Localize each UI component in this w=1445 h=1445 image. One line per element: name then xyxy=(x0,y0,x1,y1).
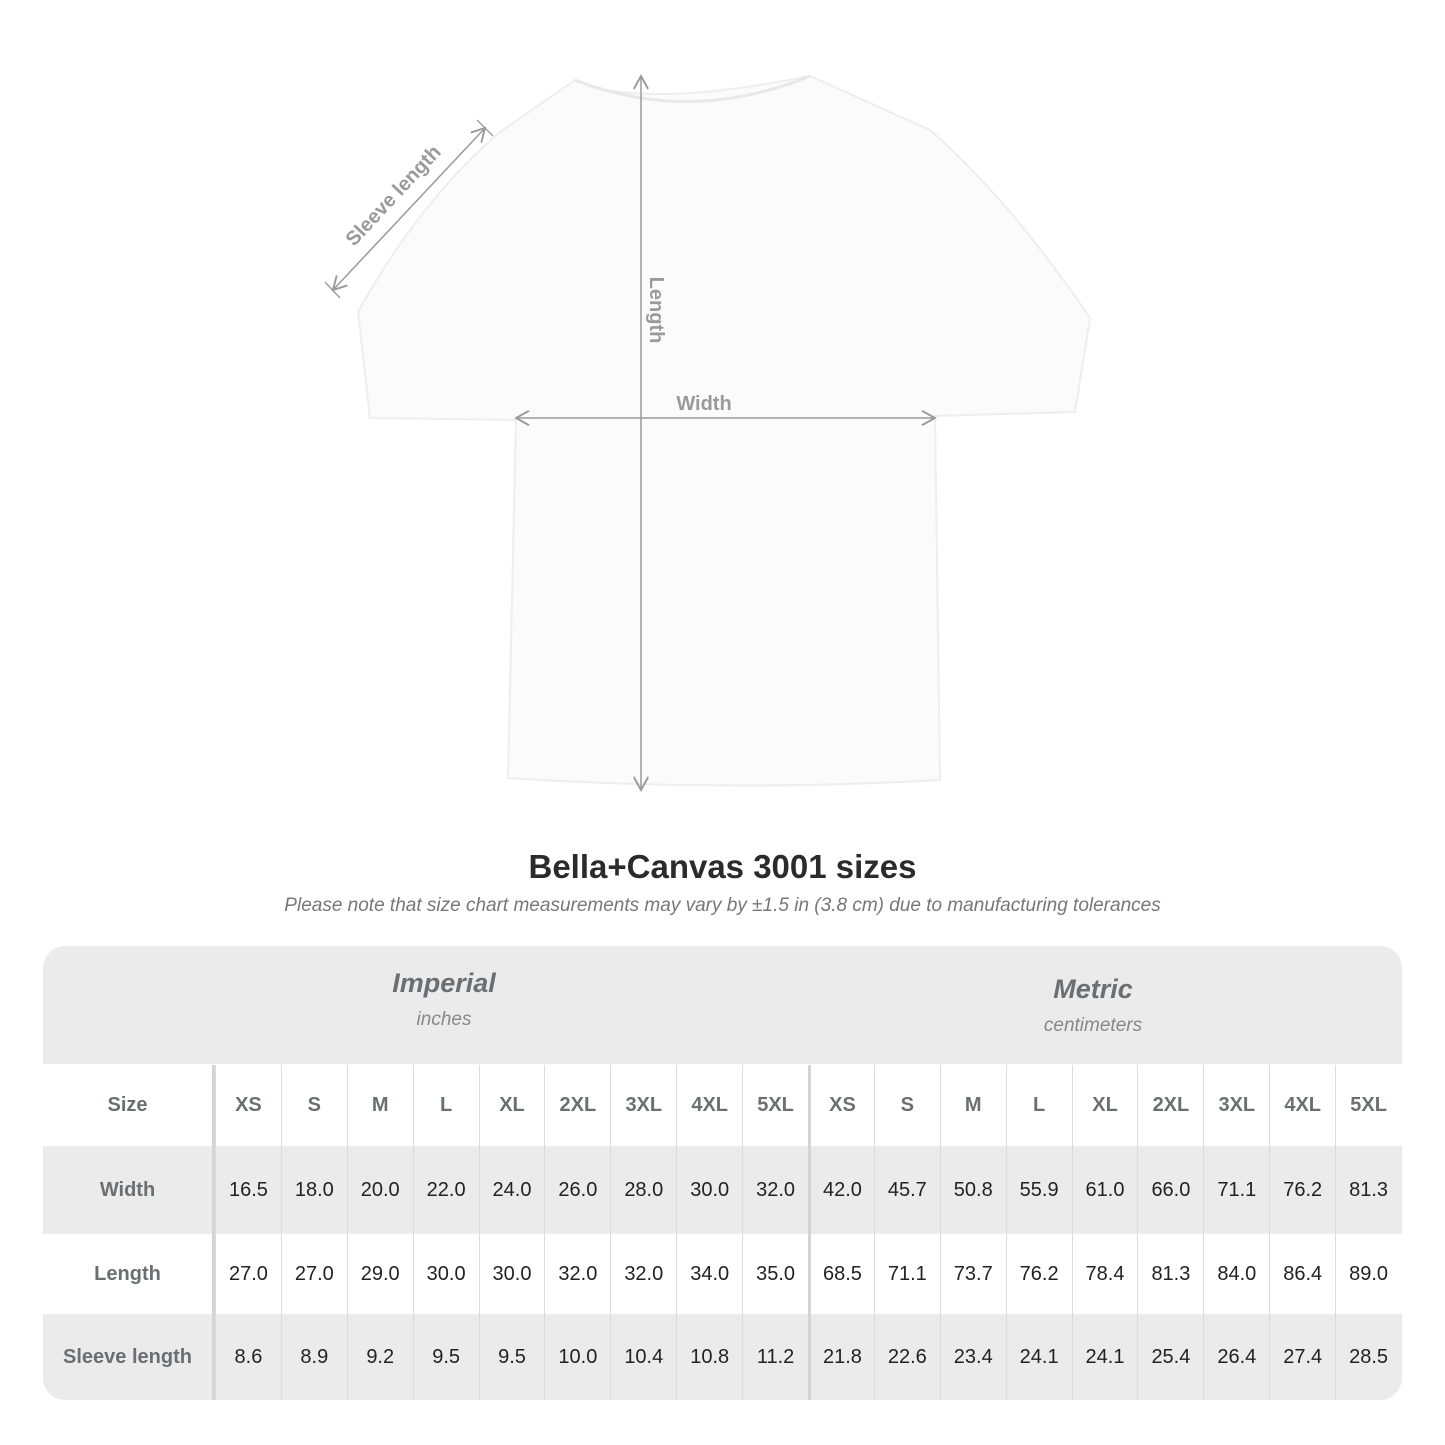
length-label: Length xyxy=(645,277,667,344)
table-cell-imperial: 30.0 xyxy=(412,1234,479,1314)
size-header-imperial: L xyxy=(412,1065,479,1146)
table-cell-metric: 81.3 xyxy=(1335,1146,1401,1234)
table-cell-metric: 84.0 xyxy=(1203,1234,1269,1314)
row-label: Width xyxy=(43,1146,215,1234)
tshirt-diagram: Width Length Sleeve length xyxy=(324,0,1092,820)
size-header-imperial: M xyxy=(346,1065,413,1146)
table-cell-imperial: 35.0 xyxy=(742,1234,808,1314)
table-cell-imperial: 32.0 xyxy=(742,1146,808,1234)
table-cell-imperial: 10.0 xyxy=(544,1314,610,1400)
size-header-imperial: 3XL xyxy=(610,1065,676,1146)
row-label: Sleeve length xyxy=(43,1314,215,1400)
table-cell-imperial: 20.0 xyxy=(346,1146,413,1234)
table-cell-metric: 55.9 xyxy=(1005,1146,1072,1234)
table-cell-metric: 89.0 xyxy=(1335,1234,1401,1314)
table-row: Length 27.0 27.0 29.0 30.0 30.0 32.0 32.0 34.0 35… xyxy=(43,1234,1402,1314)
width-label: Width xyxy=(676,393,731,415)
table-cell-metric: 25.4 xyxy=(1137,1314,1203,1400)
table-cell-metric: 81.3 xyxy=(1137,1234,1203,1314)
size-header-metric: L xyxy=(1005,1065,1072,1146)
table-cell-metric: 50.8 xyxy=(939,1146,1006,1234)
size-header-metric: 3XL xyxy=(1203,1065,1269,1146)
table-cell-metric: 21.8 xyxy=(808,1314,874,1400)
table-cell-imperial: 18.0 xyxy=(280,1146,347,1234)
size-header-metric: 4XL xyxy=(1269,1065,1335,1146)
table-cell-imperial: 10.4 xyxy=(610,1314,676,1400)
row-label: Size xyxy=(43,1065,215,1146)
table-cell-metric: 26.4 xyxy=(1203,1314,1269,1400)
table-cell-imperial: 32.0 xyxy=(544,1234,610,1314)
table-cell-metric: 76.2 xyxy=(1005,1234,1072,1314)
table-cell-imperial: 28.0 xyxy=(610,1146,676,1234)
size-header-metric: 2XL xyxy=(1137,1065,1203,1146)
metric-title: Metric xyxy=(1053,974,1133,1004)
size-header-metric: S xyxy=(873,1065,940,1146)
size-header-imperial: 4XL xyxy=(676,1065,742,1146)
table-cell-imperial: 30.0 xyxy=(478,1234,545,1314)
chart-title: Bella+Canvas 3001 sizes xyxy=(528,848,917,885)
size-header-imperial: 2XL xyxy=(544,1065,610,1146)
table-row: Sleeve length 8.6 8.9 9.2 9.5 9.5 10.0 10.4 10.8… xyxy=(43,1314,1402,1400)
unit-header: Imperial inches Metric centimeters xyxy=(43,946,1402,1064)
table-cell-imperial: 32.0 xyxy=(610,1234,676,1314)
table-cell-imperial: 10.8 xyxy=(676,1314,742,1400)
table-row: Width 16.5 18.0 20.0 22.0 24.0 26.0 28.0 30.0 32.… xyxy=(43,1146,1402,1234)
table-cell-imperial: 30.0 xyxy=(676,1146,742,1234)
table-cell-imperial: 34.0 xyxy=(676,1234,742,1314)
metric-header: Metric centimeters xyxy=(893,974,1293,1037)
sleeve-arrow xyxy=(333,128,485,290)
table-cell-metric: 71.1 xyxy=(873,1234,940,1314)
table-cell-metric: 23.4 xyxy=(939,1314,1006,1400)
table-cell-metric: 78.4 xyxy=(1071,1234,1138,1314)
table-cell-metric: 68.5 xyxy=(808,1234,874,1314)
table-cell-imperial: 8.6 xyxy=(215,1314,281,1400)
table-cell-metric: 27.4 xyxy=(1269,1314,1335,1400)
table-cell-imperial: 16.5 xyxy=(215,1146,281,1234)
size-header-metric: XL xyxy=(1071,1065,1138,1146)
table-cell-imperial: 9.2 xyxy=(346,1314,413,1400)
table-cell-metric: 28.5 xyxy=(1335,1314,1401,1400)
size-header-imperial: XL xyxy=(478,1065,545,1146)
size-header-metric: M xyxy=(939,1065,1006,1146)
table-cell-imperial: 24.0 xyxy=(478,1146,545,1234)
table-cell-metric: 45.7 xyxy=(873,1146,940,1234)
table-cell-metric: 73.7 xyxy=(939,1234,1006,1314)
table-cell-imperial: 11.2 xyxy=(742,1314,808,1400)
table-cell-imperial: 9.5 xyxy=(412,1314,479,1400)
tshirt-shape xyxy=(356,74,1092,787)
table-cell-metric: 76.2 xyxy=(1269,1146,1335,1234)
imperial-unit: inches xyxy=(416,1009,472,1030)
table-cell-metric: 71.1 xyxy=(1203,1146,1269,1234)
table-cell-imperial: 9.5 xyxy=(478,1314,545,1400)
chart-subtitle: Please note that size chart measurements… xyxy=(284,895,1161,916)
size-header-imperial: 5XL xyxy=(742,1065,808,1146)
table-cell-metric: 24.1 xyxy=(1005,1314,1072,1400)
metric-unit: centimeters xyxy=(1043,1015,1143,1036)
table-cell-imperial: 26.0 xyxy=(544,1146,610,1234)
size-header-imperial: XS xyxy=(215,1065,281,1146)
imperial-header: Imperial inches xyxy=(244,968,644,1031)
table-cell-metric: 66.0 xyxy=(1137,1146,1203,1234)
table-cell-metric: 61.0 xyxy=(1071,1146,1138,1234)
table-cell-metric: 24.1 xyxy=(1071,1314,1138,1400)
size-table: Imperial inches Metric centimeters Size X… xyxy=(43,946,1402,1400)
size-header-metric: XS xyxy=(808,1065,874,1146)
table-cell-metric: 22.6 xyxy=(873,1314,940,1400)
table-cell-imperial: 27.0 xyxy=(280,1234,347,1314)
size-header-metric: 5XL xyxy=(1335,1065,1401,1146)
table-cell-metric: 86.4 xyxy=(1269,1234,1335,1314)
row-label: Length xyxy=(43,1234,215,1314)
table-cell-imperial: 22.0 xyxy=(412,1146,479,1234)
table-cell-imperial: 29.0 xyxy=(346,1234,413,1314)
table-cell-imperial: 27.0 xyxy=(215,1234,281,1314)
size-header-row: Size XS S M L XL 2XL 3XL 4XL 5XL XS S M L XL 2XL 3XL 4XL 5… xyxy=(43,1065,1402,1146)
table-cell-metric: 42.0 xyxy=(808,1146,874,1234)
size-header-imperial: S xyxy=(280,1065,347,1146)
table-cell-imperial: 8.9 xyxy=(280,1314,347,1400)
imperial-title: Imperial xyxy=(392,968,496,998)
collar xyxy=(574,74,811,103)
